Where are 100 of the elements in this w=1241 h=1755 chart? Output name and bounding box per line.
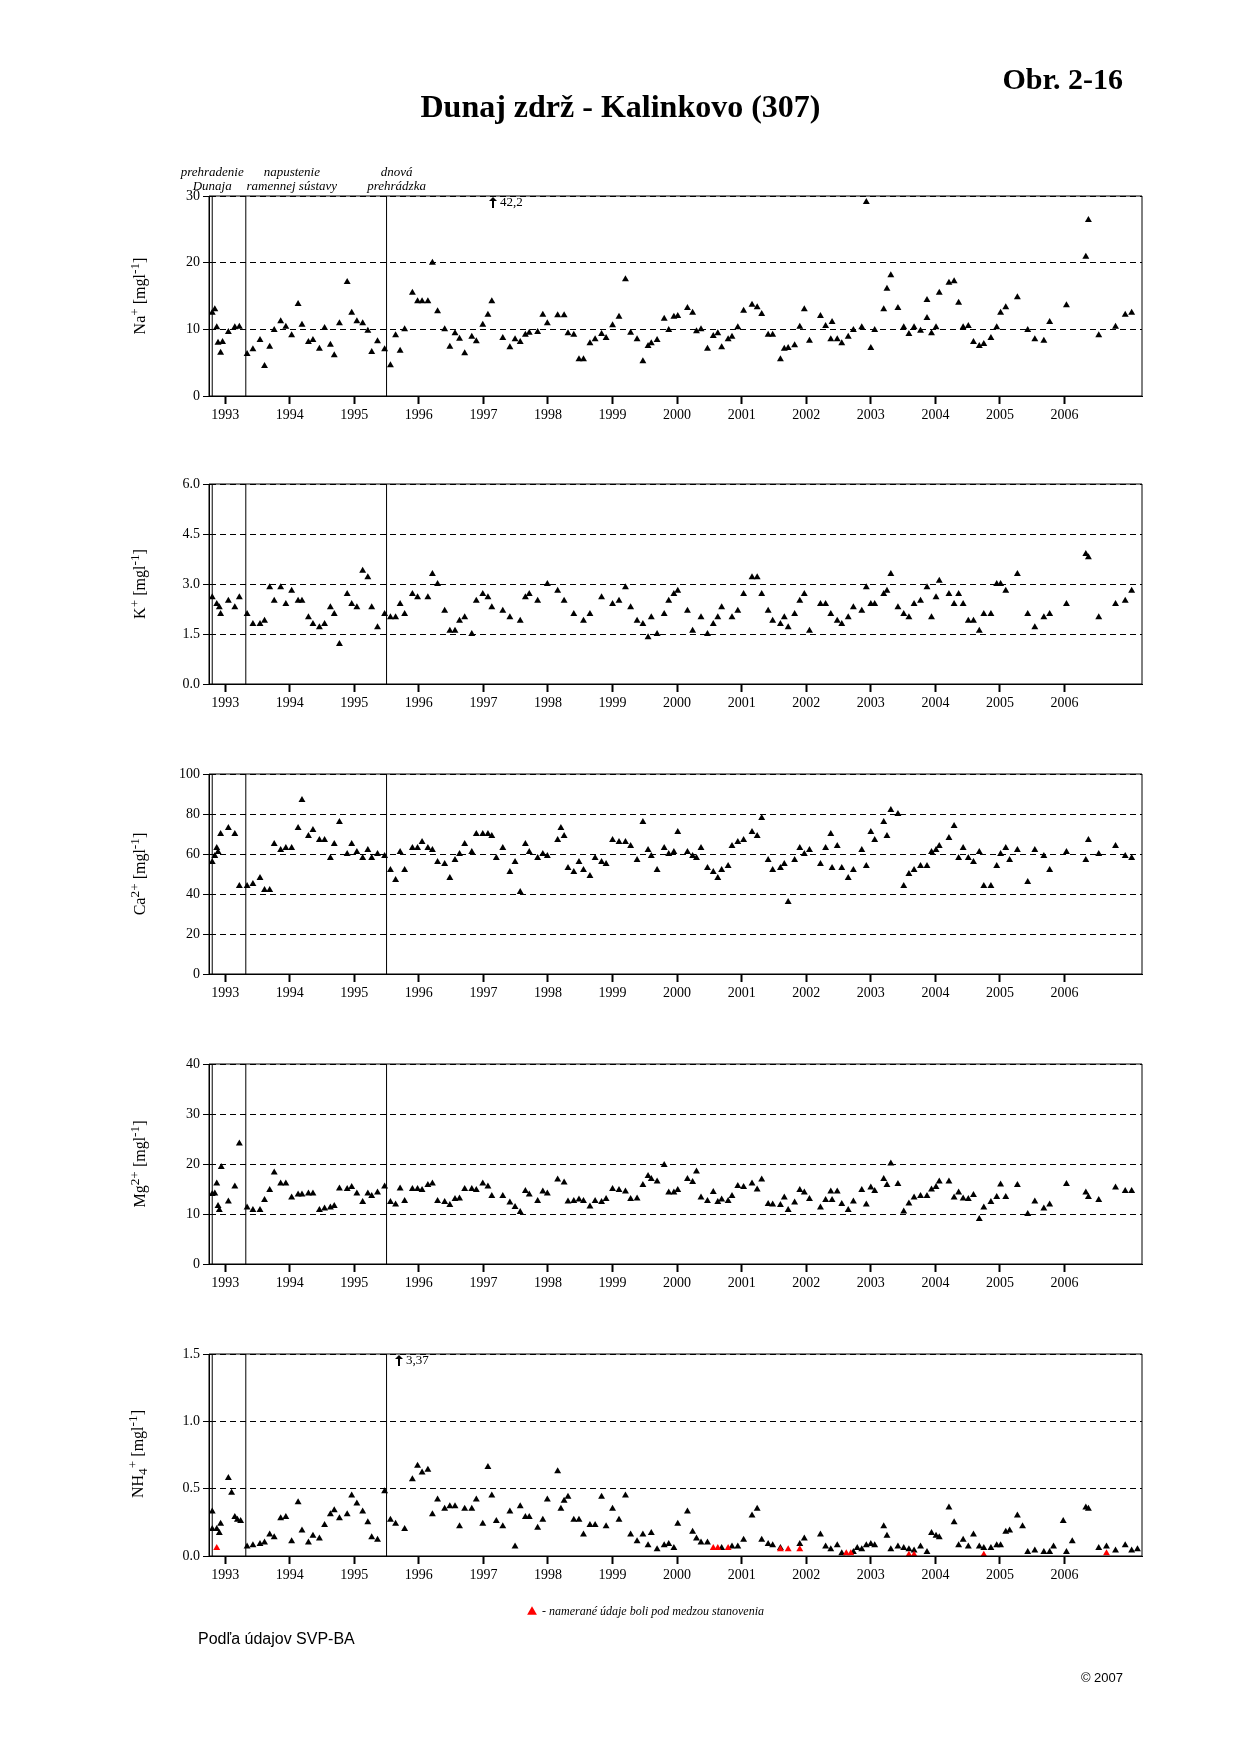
x-tick-label: 2005 (985, 1567, 1014, 1583)
chart-title: Dunaj zdrž - Kalinkovo (307) (420, 88, 821, 124)
x-tick-label: 2002 (792, 407, 821, 423)
x-tick-label: 1996 (404, 1567, 433, 1583)
y-tick-label: 20 (186, 925, 200, 941)
annotation: 42,2 (500, 194, 523, 210)
x-tick-label: 2005 (985, 1275, 1014, 1291)
annotation: 3,37 (406, 1352, 429, 1368)
x-tick-label: 2000 (663, 985, 692, 1001)
y-tick-label: 0 (193, 1255, 200, 1271)
x-tick-label: 2006 (1050, 695, 1079, 711)
x-tick-label: 1999 (598, 1275, 627, 1291)
x-tick-label: 2000 (663, 1567, 692, 1583)
x-tick-label: 1993 (211, 985, 240, 1001)
x-tick-label: 1995 (340, 1567, 369, 1583)
y-tick-label: 80 (186, 805, 200, 821)
x-tick-label: 2004 (921, 1275, 950, 1291)
x-tick-label: 2004 (921, 1567, 950, 1583)
text: Obr. 2-16 (1002, 62, 1123, 96)
x-tick-label: 1995 (340, 695, 369, 711)
x-tick-label: 2006 (1050, 1275, 1079, 1291)
x-tick-label: 2005 (985, 985, 1014, 1001)
x-tick-label: 1996 (404, 695, 433, 711)
x-tick-label: 2002 (792, 1275, 821, 1291)
y-tick-label: 0.0 (182, 1547, 200, 1563)
x-tick-label: 1993 (211, 1567, 240, 1583)
y-tick-label: 10 (186, 321, 200, 337)
ref-line-label: dnová prehrádzka (366, 163, 427, 193)
x-tick-label: 2002 (792, 985, 821, 1001)
y-tick-label: 10 (186, 1205, 200, 1221)
x-tick-label: 1994 (275, 407, 304, 423)
x-tick-label: 2006 (1050, 985, 1079, 1001)
y-tick-label: 1.5 (182, 1345, 200, 1361)
x-tick-label: 1998 (533, 407, 562, 423)
x-tick-label: 2001 (727, 1275, 756, 1291)
point (796, 1545, 804, 1552)
x-tick-label: 1997 (469, 985, 498, 1001)
y-tick-label: 1.0 (182, 1413, 200, 1429)
ref-line-label: napustenie ramennej sústavy (246, 163, 338, 193)
x-tick-label: 1998 (533, 985, 562, 1001)
y-tick-label: 20 (186, 254, 200, 270)
x-tick-label: 1994 (275, 985, 304, 1001)
x-tick-label: 1998 (533, 1567, 562, 1583)
y-tick-label: 30 (186, 1105, 200, 1121)
y-tick-label: 0 (193, 965, 200, 981)
x-tick-label: 2003 (856, 407, 885, 423)
x-tick-label: 1996 (404, 407, 433, 423)
y-tick-label: 20 (186, 1155, 200, 1171)
x-tick-label: 2004 (921, 695, 950, 711)
y-tick-label: 0 (193, 387, 200, 403)
point (1103, 1549, 1110, 1556)
x-tick-label: 2002 (792, 695, 821, 711)
x-tick-label: 1994 (275, 1567, 304, 1583)
x-tick-label: 2001 (727, 985, 756, 1001)
x-tick-label: 1997 (469, 695, 498, 711)
y-tick-label: 40 (186, 885, 200, 901)
x-tick-label: 2001 (727, 407, 756, 423)
x-tick-label: 1995 (340, 407, 369, 423)
x-tick-label: 1994 (275, 1275, 304, 1291)
x-tick-label: 2001 (727, 695, 756, 711)
x-tick-label: 1997 (469, 1275, 498, 1291)
x-tick-label: 2000 (663, 695, 692, 711)
x-tick-label: 1994 (275, 695, 304, 711)
y-tick-label: 0.5 (182, 1480, 200, 1496)
x-tick-label: 2002 (792, 1567, 821, 1583)
x-tick-label: 1999 (598, 985, 627, 1001)
x-tick-label: 1998 (533, 1275, 562, 1291)
x-tick-label: 2003 (856, 1275, 885, 1291)
x-tick-label: 2000 (663, 407, 692, 423)
x-tick-label: 1997 (469, 1567, 498, 1583)
x-tick-label: 2003 (856, 985, 885, 1001)
point (724, 1543, 732, 1550)
x-tick-label: 1996 (404, 1275, 433, 1291)
x-tick-label: 2006 (1050, 1567, 1079, 1583)
y-tick-label: 4.5 (182, 525, 200, 541)
x-tick-label: 1993 (211, 1275, 240, 1291)
y-tick-label: 3.0 (182, 575, 200, 591)
x-tick-label: 1993 (211, 407, 240, 423)
point (784, 1545, 792, 1552)
x-tick-label: 1993 (211, 695, 240, 711)
x-tick-label: 2005 (985, 407, 1014, 423)
y-tick-label: 60 (186, 845, 200, 861)
x-tick-label: 2004 (921, 985, 950, 1001)
y-tick-label: 100 (179, 765, 200, 781)
x-tick-label: 2004 (921, 407, 950, 423)
x-tick-label: 2003 (856, 695, 885, 711)
x-tick-label: 2005 (985, 695, 1014, 711)
x-tick-label: 2006 (1050, 407, 1079, 423)
text: © 2007 (1080, 1670, 1123, 1685)
x-tick-label: 2001 (727, 1567, 756, 1583)
x-tick-label: 1999 (598, 1567, 627, 1583)
point (714, 1543, 722, 1550)
x-tick-label: 1998 (533, 695, 562, 711)
y-tick-label: 6.0 (182, 475, 200, 491)
x-tick-label: 1995 (340, 985, 369, 1001)
x-tick-label: 2000 (663, 1275, 692, 1291)
y-tick-label: 40 (186, 1055, 200, 1071)
legend-label: - namerané údaje boli pod medzou stanovenia (542, 1604, 764, 1619)
x-tick-label: 1996 (404, 985, 433, 1001)
x-tick-label: 1999 (598, 695, 627, 711)
